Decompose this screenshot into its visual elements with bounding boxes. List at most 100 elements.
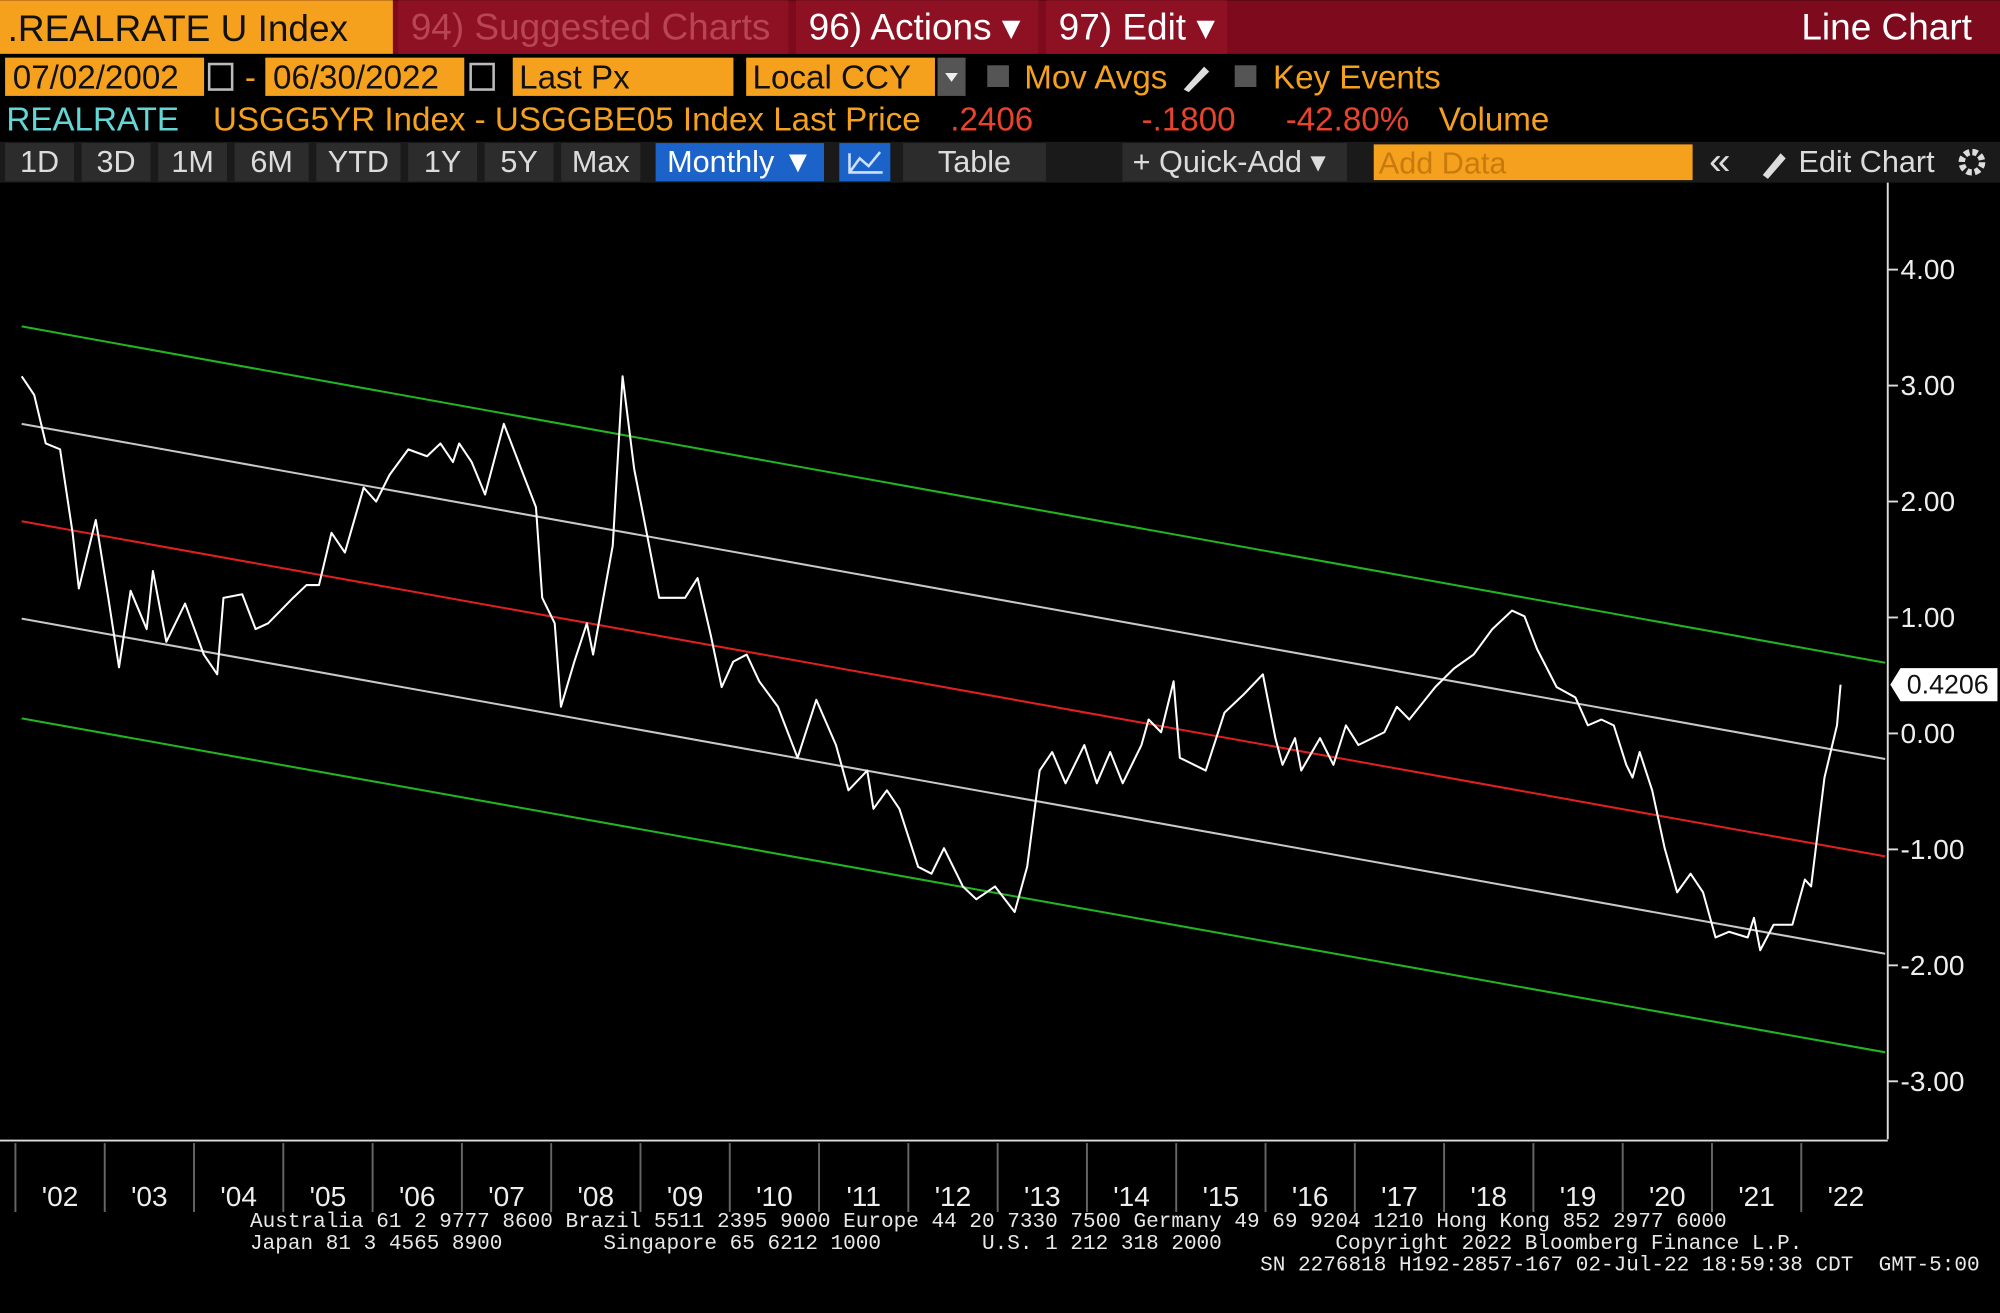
x-tick-label: '09 [667,1181,704,1212]
y-tick-label: 0.00 [1901,718,1956,749]
chart-kind: Line Chart [1801,7,1972,48]
x-tick-label: '22 [1828,1181,1865,1212]
x-tick-label: '21 [1738,1181,1775,1212]
collapse-button[interactable]: « [1709,139,1730,182]
last-price: .2406 [950,102,1033,139]
x-tick-label: '13 [1024,1181,1061,1212]
period-button[interactable] [234,143,309,182]
x-tick-label: '08 [578,1181,615,1212]
x-tick-label: '03 [131,1181,168,1212]
volume: Volume [1439,102,1550,139]
x-tick-label: '18 [1470,1181,1507,1212]
x-tick-label: '07 [488,1181,525,1212]
y-tick-label: -2.00 [1901,950,1965,981]
quick-add: + Quick-Add ▾ [1133,145,1327,179]
x-tick-label: '15 [1203,1181,1240,1212]
start-date-field[interactable] [5,57,205,96]
start-date: 07/02/2002 [13,60,179,97]
x-tick-label: '20 [1649,1181,1686,1212]
last-value-label: 0.4206 [1907,670,1989,700]
x-tick-label: '17 [1381,1181,1418,1212]
y-tick-label: -3.00 [1901,1066,1965,1097]
x-tick-label: '19 [1560,1181,1597,1212]
period-button[interactable] [5,143,74,182]
arrow-icon [945,72,958,82]
channel-line [21,520,1886,858]
menu-item: 96) Actions ▾ [809,7,1021,48]
x-tick-label: '12 [935,1181,972,1212]
checkbox[interactable] [987,65,1009,87]
checkbox[interactable] [1234,65,1257,87]
date-dash: - [245,60,256,97]
period: 6M [250,145,293,179]
series-description: USGG5YR Index - USGGBE05 Index Last Pric… [213,102,921,139]
channel-line [21,325,1886,664]
settings-icon[interactable] [1958,148,1986,176]
pencil-icon[interactable] [1183,66,1210,93]
footer-line: SN 2276818 H192-2857-167 02-Jul-22 18:59… [1260,1254,1979,1278]
x-tick-label: '05 [310,1181,347,1212]
period: 5Y [500,145,537,179]
price-line [20,375,1842,952]
x-tick-label: '06 [399,1181,436,1212]
footer-line: Australia 61 2 9777 8600 Brazil 5511 239… [250,1210,1727,1234]
frequency-button[interactable] [655,143,824,182]
menu-button[interactable] [795,0,1039,54]
period: 1Y [424,145,461,179]
option: Mov Avgs [1024,60,1167,97]
pencil-icon [1762,153,1786,179]
quick-add-button[interactable] [1122,143,1347,182]
ticker: .REALRATE U Index [8,8,349,49]
y-tick-label: 1.00 [1901,602,1956,633]
period: 3D [97,145,136,179]
menu-button[interactable] [397,0,789,54]
currency: Local CCY [753,60,911,97]
y-tick-label: 2.00 [1901,486,1956,517]
period: YTD [328,145,389,179]
x-tick-label: '04 [220,1181,257,1212]
x-tick-label: '16 [1292,1181,1329,1212]
chart: -3.00 -2.00 -1.00 0.00 1.00 2.00 3.00 4.00 '02 '0… [0,182,1998,1212]
period-button[interactable] [561,143,641,182]
x-tick-label: '10 [756,1181,793,1212]
period-button[interactable] [484,143,554,182]
chart-icon [848,151,883,174]
footer-line: Japan 81 3 4565 8900 Singapore 65 6212 1… [250,1232,1802,1256]
ticker-box[interactable] [0,0,393,54]
add-data: Add Data [1379,147,1508,181]
option: Key Events [1273,60,1441,97]
menu-button[interactable] [1045,0,1228,54]
change-pct: -42.80% [1286,102,1410,139]
menu-item: 97) Edit ▾ [1059,7,1216,48]
calendar-icon[interactable] [469,62,495,91]
table-button[interactable] [903,143,1046,182]
menu-item: 94) Suggested Charts [411,7,771,48]
period: Max [572,145,630,179]
series-name: REALRATE [6,102,179,139]
change: -.1800 [1142,102,1236,139]
edit-chart[interactable]: Edit Chart [1798,145,1935,179]
field-select[interactable] [512,57,734,96]
x-tick-label: '11 [846,1181,880,1212]
period-button[interactable] [316,143,401,182]
channel-line [21,422,1886,760]
last-value-box [1890,668,1998,702]
x-tick-label: '14 [1113,1181,1150,1212]
period-buttons: 1D 3D 1M 6M YTD 1Y 5Y Max [5,143,641,182]
y-tick-label: -1.00 [1901,834,1965,865]
currency-select[interactable] [746,57,935,96]
y-tick-label: 4.00 [1901,254,1956,285]
period: 1M [171,145,214,179]
period-button[interactable] [158,143,228,182]
y-tick-label: 3.00 [1901,370,1956,401]
x-tick-label: '02 [42,1181,79,1212]
period-button[interactable] [408,143,478,182]
add-data-field[interactable] [1373,144,1693,181]
channel-line [21,717,1886,1054]
period-button[interactable] [81,143,151,182]
period: 1D [20,145,59,179]
calendar-icon[interactable] [207,62,234,91]
end-date-field[interactable] [265,57,465,96]
